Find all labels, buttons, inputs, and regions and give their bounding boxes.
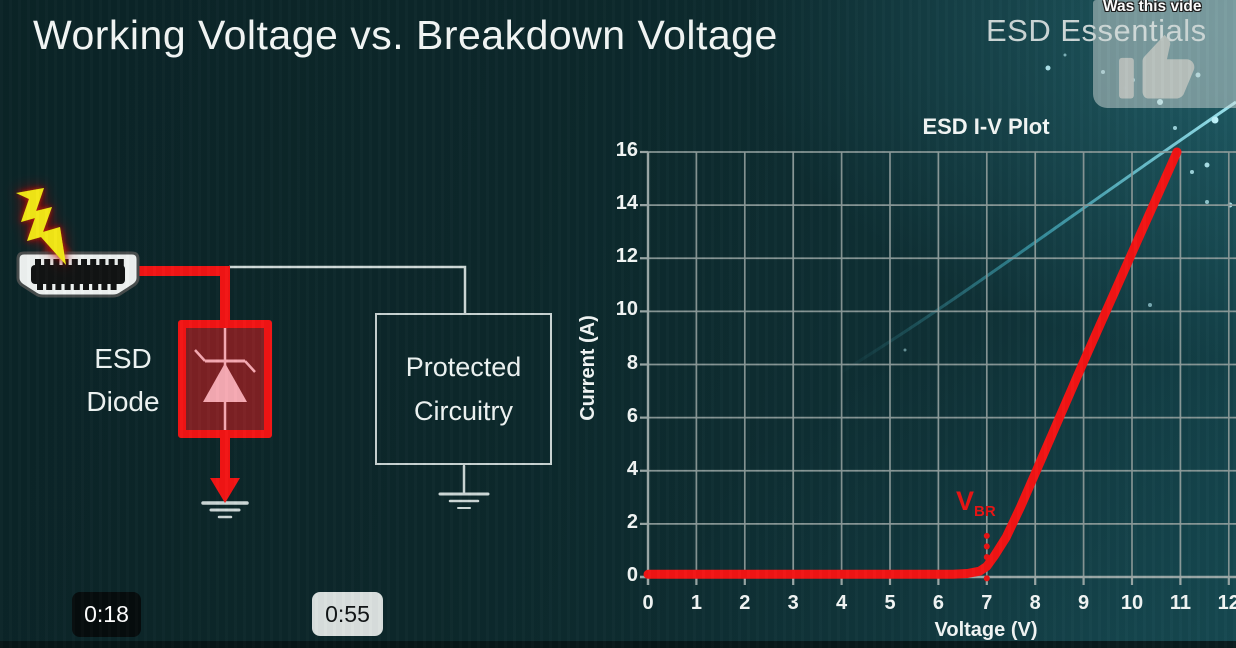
timestamp-chip[interactable]: 0:55 — [312, 592, 383, 636]
page-title: Working Voltage vs. Breakdown Voltage — [33, 12, 778, 58]
ytick-label: 2 — [626, 510, 638, 533]
xtick-label: 3 — [787, 592, 799, 614]
zener-diode-icon — [194, 328, 256, 430]
esd-diode-box — [178, 320, 272, 438]
xtick-label: 12 — [1217, 592, 1236, 614]
signal-wire — [229, 265, 467, 314]
esd-diode-label-line2: Diode — [86, 386, 160, 417]
ytick-label: 12 — [615, 245, 638, 268]
protected-label-line1: Protected — [405, 352, 522, 382]
x-axis-label: Voltage (V) — [934, 619, 1038, 641]
vbr-main: V — [956, 486, 975, 516]
vbr-annotation-label: VBR — [956, 488, 996, 525]
feedback-overlay-panel: Was this vide — [1093, 0, 1236, 108]
xtick-label: 6 — [932, 592, 944, 614]
vbr-subscript: BR — [974, 503, 996, 520]
player-bottom-edge — [0, 641, 1236, 648]
xtick-label: 1 — [690, 592, 702, 614]
ytick-label: 4 — [626, 457, 638, 480]
thumbs-up-icon[interactable] — [1113, 26, 1205, 100]
xtick-label: 9 — [1078, 592, 1090, 614]
xtick-label: 7 — [981, 592, 993, 614]
chart-title: ESD I-V Plot — [922, 114, 1050, 139]
ytick-label: 10 — [615, 298, 638, 321]
ytick-label: 16 — [615, 139, 638, 161]
xtick-label: 8 — [1029, 592, 1041, 614]
ground-symbol — [438, 464, 490, 509]
iv-curve — [643, 147, 1182, 579]
esd-diode-label: ESD Diode — [68, 337, 178, 423]
surge-wire — [133, 266, 230, 324]
timestamp-chip[interactable]: 0:18 — [72, 592, 141, 637]
esd-diode-label-line1: ESD — [94, 343, 152, 374]
xtick-label: 11 — [1169, 592, 1191, 614]
xtick-label: 4 — [836, 592, 848, 614]
background-swoosh — [831, 100, 1236, 380]
hdmi-port-icon — [16, 240, 140, 298]
ytick-label: 6 — [626, 404, 638, 427]
xtick-label: 0 — [642, 592, 654, 614]
iv-chart — [640, 147, 1236, 585]
xtick-label: 10 — [1120, 592, 1144, 614]
xtick-label: 2 — [739, 592, 751, 614]
arrow-down-icon — [210, 478, 240, 503]
feedback-prompt-text: Was this vide — [1103, 0, 1202, 15]
ytick-label: 8 — [626, 351, 638, 374]
xtick-label: 5 — [884, 592, 896, 614]
protected-circuitry-box: Protected Circuitry — [375, 313, 552, 465]
ytick-label: 14 — [615, 192, 638, 215]
protected-label-line2: Circuitry — [414, 396, 513, 426]
lightning-bolt-icon — [16, 188, 66, 265]
ground-symbol — [201, 434, 249, 519]
ytick-label: 0 — [626, 564, 638, 586]
